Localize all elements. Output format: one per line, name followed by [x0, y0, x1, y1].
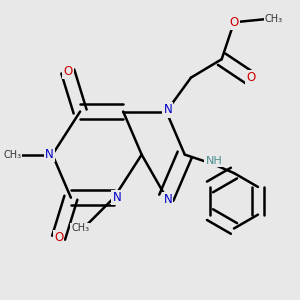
Text: O: O: [246, 71, 256, 84]
Text: N: N: [113, 191, 122, 204]
Text: N: N: [164, 193, 172, 206]
Text: CH₃: CH₃: [265, 14, 283, 24]
Text: N: N: [164, 103, 172, 116]
Text: O: O: [230, 16, 238, 29]
Text: NH: NH: [206, 156, 222, 166]
Text: O: O: [54, 231, 63, 244]
Text: N: N: [45, 148, 54, 161]
Text: O: O: [63, 65, 72, 78]
Text: CH₃: CH₃: [71, 224, 89, 233]
Text: CH₃: CH₃: [3, 150, 22, 160]
